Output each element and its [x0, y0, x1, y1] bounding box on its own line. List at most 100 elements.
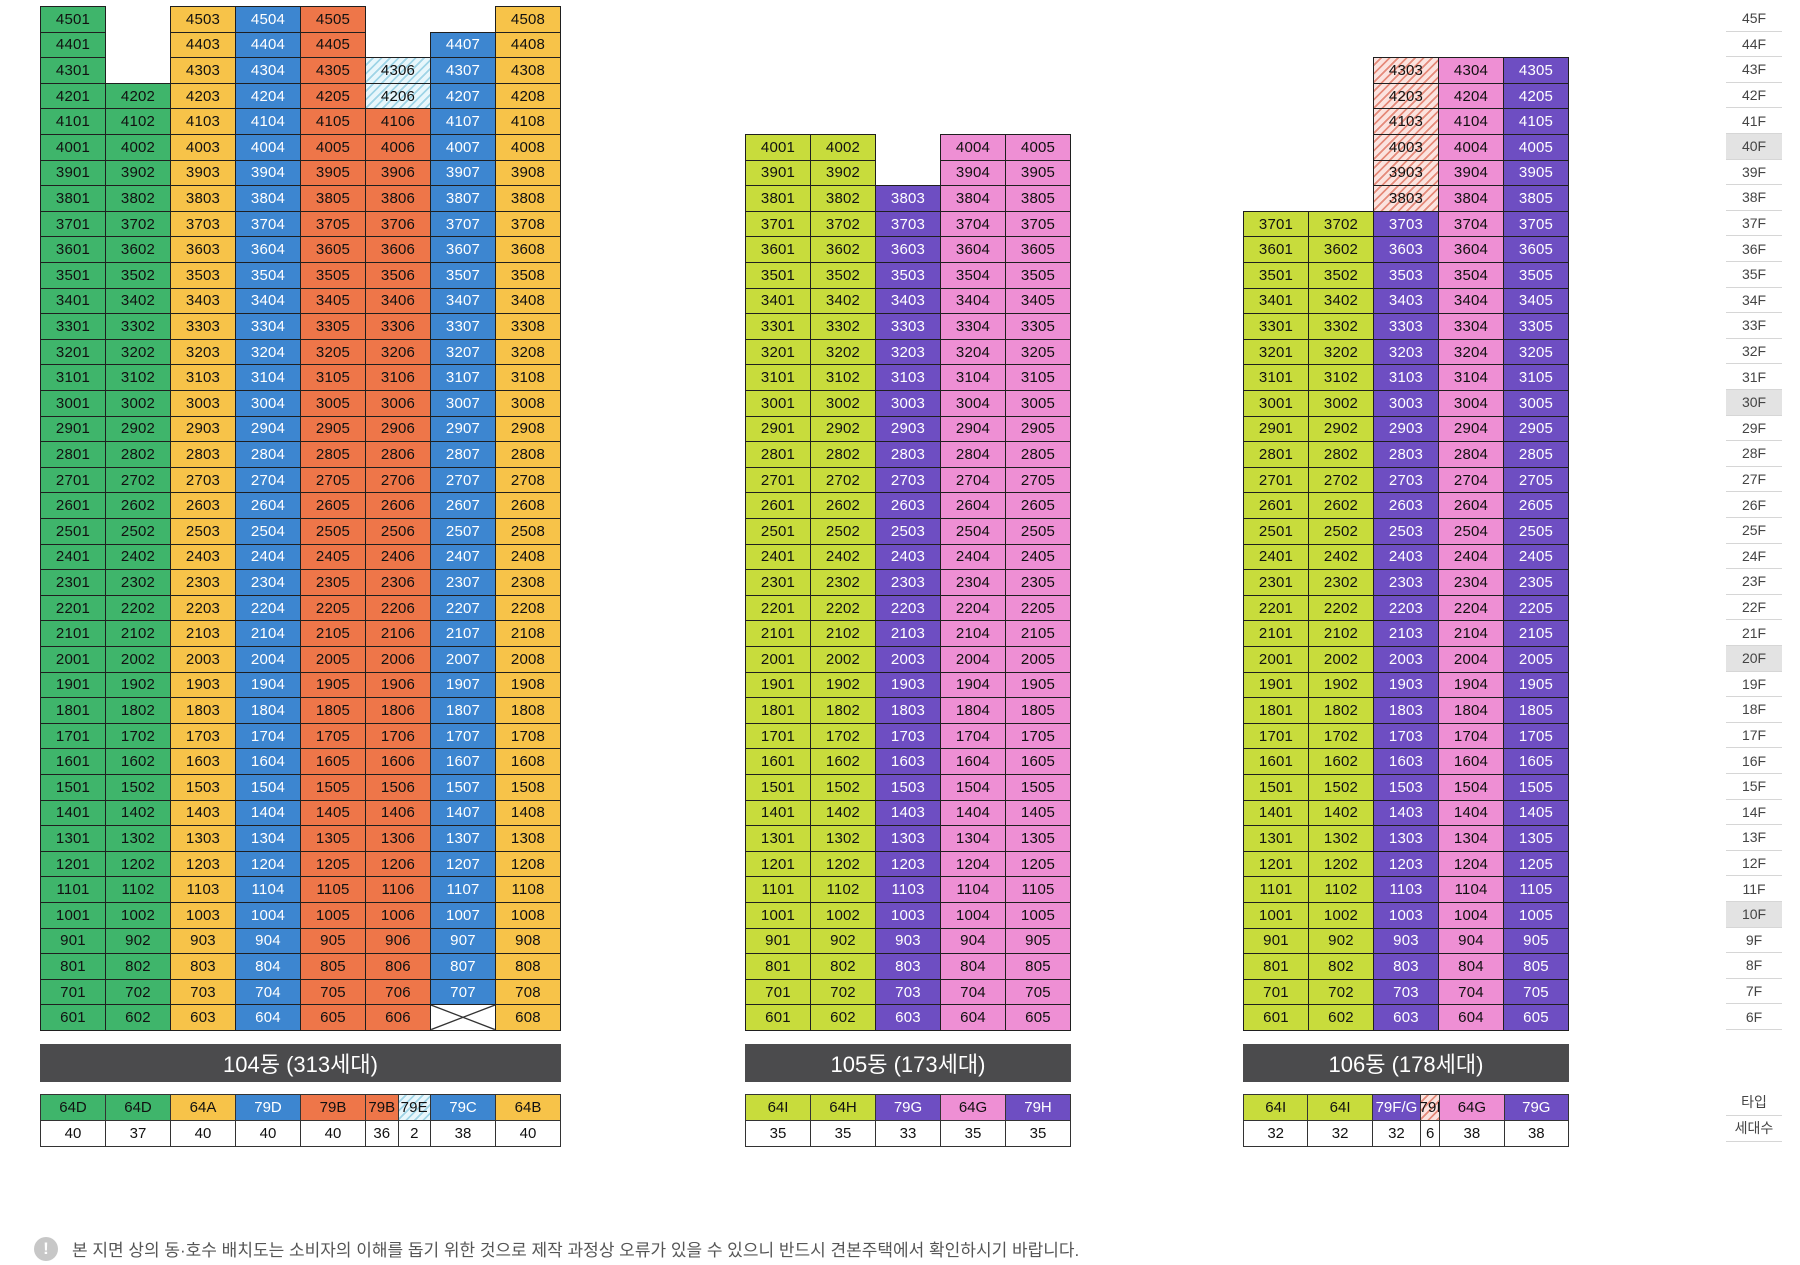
unit-cell: 905 — [1005, 927, 1071, 955]
unit-cell: 1607 — [430, 748, 496, 775]
unit-cell: 2906 — [365, 415, 431, 443]
unit-cell: 2508 — [495, 518, 561, 545]
unit-cell: 605 — [300, 1004, 366, 1031]
unit-cell: 3605 — [300, 236, 366, 263]
unit-cell: 3705 — [300, 210, 366, 238]
unit-cell: 801 — [745, 953, 811, 980]
unit-cell: 2204 — [1438, 594, 1504, 622]
unit-cell: 2604 — [235, 492, 301, 519]
floor-label: 6F — [1726, 1004, 1782, 1030]
type-cell: 64H — [810, 1094, 876, 1121]
floor-label: 12F — [1726, 851, 1782, 877]
unit-cell: 1506 — [365, 774, 431, 801]
unit-cell: 1107 — [430, 876, 496, 903]
unit-cell: 1303 — [875, 825, 941, 852]
unit-cell: 905 — [1503, 927, 1569, 955]
notice-text: 본 지면 상의 동·호수 배치도는 소비자의 이해를 돕기 위한 것으로 제작 … — [72, 1241, 1080, 1260]
unit-cell: 2504 — [235, 518, 301, 545]
unit-cell: 1604 — [1438, 748, 1504, 775]
unit-cell: 2001 — [40, 646, 106, 673]
unit-cell: 2502 — [105, 518, 171, 545]
type-cell: 79G — [875, 1094, 941, 1121]
unit-cell: 1205 — [300, 850, 366, 878]
unit-cell: 3208 — [495, 338, 561, 366]
unit-cell: 904 — [940, 927, 1006, 955]
floor-label: 33F — [1726, 313, 1782, 339]
unit-cell: 4401 — [40, 31, 106, 59]
unit-cell: 3102 — [810, 364, 876, 391]
unit-cell: 1701 — [745, 722, 811, 750]
unit-cell: 4501 — [40, 6, 106, 33]
unit-cell: 3808 — [495, 185, 561, 212]
floor-label: 15F — [1726, 774, 1782, 800]
unit-cell: 1104 — [940, 876, 1006, 903]
unit-cell: 2201 — [40, 594, 106, 622]
unit-cell: 2605 — [300, 492, 366, 519]
floor-label: 25F — [1726, 518, 1782, 544]
floor-label: 27F — [1726, 467, 1782, 493]
unit-cell: 4303 — [170, 57, 236, 84]
unit-cell: 1101 — [40, 876, 106, 903]
unit-cell: 3401 — [40, 287, 106, 315]
unit-cell: 1102 — [810, 876, 876, 903]
unit-cell: 3802 — [810, 185, 876, 212]
unit-cell: 1007 — [430, 902, 496, 929]
unit-cell: 1406 — [365, 799, 431, 827]
type-cell: 64G — [940, 1094, 1006, 1121]
unit-cell: 1001 — [40, 902, 106, 929]
unit-cell: 1602 — [810, 748, 876, 775]
unit-cell: 2301 — [40, 569, 106, 596]
unit-cell: 2706 — [365, 466, 431, 494]
unit-cell: 1804 — [235, 697, 301, 724]
unit-cell: 1401 — [1243, 799, 1309, 827]
unit-cell: 1204 — [1438, 850, 1504, 878]
unit-cell: 2907 — [430, 415, 496, 443]
unit-cell: 1801 — [745, 697, 811, 724]
unit-cell: 2902 — [810, 415, 876, 443]
unit-cell: 4103 — [1373, 108, 1439, 135]
unit-cell: 2807 — [430, 441, 496, 468]
unit-cell: 3107 — [430, 364, 496, 391]
floor-label: 30F — [1726, 390, 1782, 416]
unit-cell: 902 — [810, 927, 876, 955]
unit-cell: 2006 — [365, 646, 431, 673]
unit-grid-106: 601 701 801 901 1001 1101 1201 1301 1401 1501 1601… — [1243, 6, 1569, 1031]
type-cell: 64I — [1307, 1094, 1373, 1121]
unit-cell: 3201 — [1243, 338, 1309, 366]
unit-cell: 2202 — [105, 594, 171, 622]
type-cell: 79G — [1503, 1094, 1569, 1121]
unit-cell: 801 — [1243, 953, 1309, 980]
unit-cell: 3402 — [810, 287, 876, 315]
unit-cell: 1501 — [745, 774, 811, 801]
exclamation-icon: ! — [34, 1236, 58, 1261]
unit-cell: 3607 — [430, 236, 496, 263]
count-legend-label: 세대수 — [1726, 1115, 1782, 1142]
unit-cell: 1105 — [300, 876, 366, 903]
unit-cell: 3504 — [940, 262, 1006, 289]
count-cell: 38 — [430, 1120, 496, 1147]
unit-cell: 1503 — [1373, 774, 1439, 801]
count-cell: 35 — [940, 1120, 1006, 1147]
unit-cell: 604 — [235, 1004, 301, 1031]
unit-cell: 903 — [875, 927, 941, 955]
unit-cell: 2408 — [495, 543, 561, 571]
unit-cell: 1701 — [1243, 722, 1309, 750]
type-cell: 64D — [40, 1094, 106, 1121]
unit-cell: 2702 — [1308, 466, 1374, 494]
unit-cell: 2105 — [1503, 620, 1569, 647]
unit-cell: 3807 — [430, 185, 496, 212]
unit-cell: 2305 — [300, 569, 366, 596]
unit-cell: 2605 — [1005, 492, 1071, 519]
unit-cell: 1203 — [1373, 850, 1439, 878]
unit-cell: 3502 — [105, 262, 171, 289]
unit-cell: 4001 — [745, 134, 811, 161]
floor-label: 19F — [1726, 672, 1782, 698]
floor-label: 17F — [1726, 723, 1782, 749]
unit-cell: 3207 — [430, 338, 496, 366]
unit-cell: 2903 — [875, 415, 941, 443]
unit-cell: 1605 — [300, 748, 366, 775]
unit-cell: 3105 — [1503, 364, 1569, 391]
unit-cell: 3606 — [365, 236, 431, 263]
unit-cell: 4508 — [495, 6, 561, 33]
unit-cell: 1101 — [1243, 876, 1309, 903]
